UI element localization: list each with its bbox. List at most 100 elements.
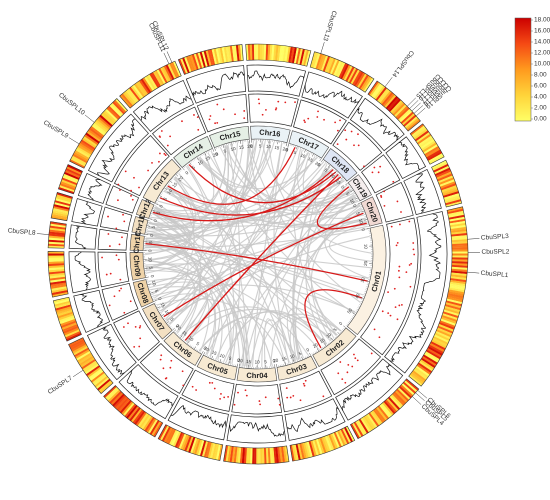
minor-tick	[311, 353, 313, 355]
heatmap-cell	[450, 226, 467, 232]
heatmap-cell	[205, 50, 212, 67]
heatmap-cell	[451, 233, 468, 237]
heatmap-cell	[438, 323, 454, 332]
heatmap-cell	[412, 127, 427, 139]
gene-leader	[413, 105, 424, 114]
gene-label-cbuspl14: CbuSPL14	[390, 49, 415, 79]
heatmap-cell	[400, 111, 414, 125]
scatter-point	[398, 276, 401, 279]
heatmap-cell	[382, 93, 395, 107]
heatmap-cell	[290, 46, 296, 64]
minor-tick	[303, 357, 305, 359]
scatter-point	[138, 345, 141, 348]
tick-label: 20	[237, 358, 243, 364]
heatmap-cell	[425, 349, 441, 360]
heatmap-cell	[121, 401, 134, 415]
scatter-point	[277, 100, 280, 103]
heatmap-cell	[49, 276, 66, 281]
synteny-link	[145, 161, 324, 270]
tick-label: 0	[203, 345, 208, 351]
heatmap-cell	[451, 266, 468, 271]
heatmap-cell	[372, 409, 385, 424]
heatmap-cell	[233, 446, 238, 463]
heatmap-cell	[305, 50, 312, 67]
heatmap-cell	[448, 289, 465, 295]
minor-tick	[322, 346, 324, 349]
heatmap-cell	[54, 200, 71, 207]
scatter-point	[257, 98, 260, 101]
heatmap-cell	[52, 291, 69, 298]
scatter-point	[139, 337, 142, 340]
minor-tick	[308, 355, 310, 357]
heatmap-cell	[109, 390, 122, 404]
minor-tick	[166, 184, 168, 187]
heatmap-cell	[60, 320, 77, 329]
chromosome-band-chr02	[312, 327, 357, 367]
scatter-point	[237, 391, 239, 394]
chromosome-ticks: 0102030405005101520051015200510152005101…	[143, 139, 373, 369]
tick-label: 10	[148, 257, 153, 263]
heatmap-cell	[295, 443, 301, 461]
heatmap-cell	[363, 415, 375, 431]
minor-tick	[172, 178, 174, 180]
minor-tick	[300, 358, 302, 361]
segmental-link	[184, 174, 339, 341]
heatmap-cell	[451, 249, 468, 252]
tick-label: 5	[228, 356, 232, 362]
heatmap-cell	[53, 297, 70, 303]
heatmap-cell	[241, 447, 246, 464]
scatter-point	[307, 117, 310, 120]
heatmap-cell	[88, 368, 103, 380]
heatmap-cell	[211, 48, 218, 65]
heatmap-cell	[176, 432, 185, 449]
tick-label: 10	[329, 172, 336, 179]
heatmap-cell	[56, 192, 73, 199]
scatter-frame-chr10	[97, 228, 128, 251]
line-frame-chr13	[87, 113, 149, 183]
chromosome-band-chr12	[135, 199, 155, 219]
line-series	[74, 251, 91, 291]
scatter-point	[398, 304, 401, 307]
minor-tick	[200, 351, 202, 353]
minor-tick	[169, 180, 172, 182]
heatmap-cell	[449, 279, 467, 285]
tick-label: 0	[285, 147, 289, 153]
heatmap-cell	[336, 62, 346, 78]
synteny-link	[204, 153, 248, 367]
line-series	[96, 118, 136, 176]
heatmap-cell	[353, 421, 364, 437]
heatmap-cell	[299, 48, 306, 65]
scatter-point	[227, 395, 230, 398]
heatmap-cell	[119, 399, 132, 414]
segmental-link	[152, 169, 334, 222]
heatmap-cell	[308, 440, 315, 457]
heatmap-cell	[147, 74, 158, 89]
tick-label: 5	[345, 191, 351, 196]
heatmap-cell	[227, 445, 232, 463]
scatter-point	[120, 287, 122, 290]
heatmap-cell	[368, 412, 380, 427]
heatmap-cell	[63, 327, 80, 336]
synteny-link	[154, 153, 215, 215]
heatmap-cell	[239, 447, 244, 464]
segmental-link	[167, 146, 296, 205]
scatter-point	[286, 396, 289, 399]
scatter-point	[164, 154, 167, 156]
heatmap-cell	[340, 63, 350, 80]
heatmap-cell	[430, 341, 446, 351]
heatmap-cell	[135, 82, 147, 97]
heatmap-cell	[237, 44, 242, 61]
tick-label: 5	[298, 350, 303, 356]
minor-tick	[173, 330, 176, 332]
heatmap-cell	[322, 56, 331, 72]
scatter-point	[151, 161, 153, 164]
synteny-links	[144, 140, 372, 368]
scatter-point	[353, 353, 355, 356]
heatmap-cell	[381, 92, 394, 106]
heatmap-cell	[258, 44, 261, 61]
heatmap-cell	[436, 329, 452, 338]
heatmap-cell	[324, 56, 333, 73]
scatter-point	[396, 318, 399, 321]
heatmap-cell	[213, 443, 220, 460]
synteny-link	[215, 321, 245, 367]
